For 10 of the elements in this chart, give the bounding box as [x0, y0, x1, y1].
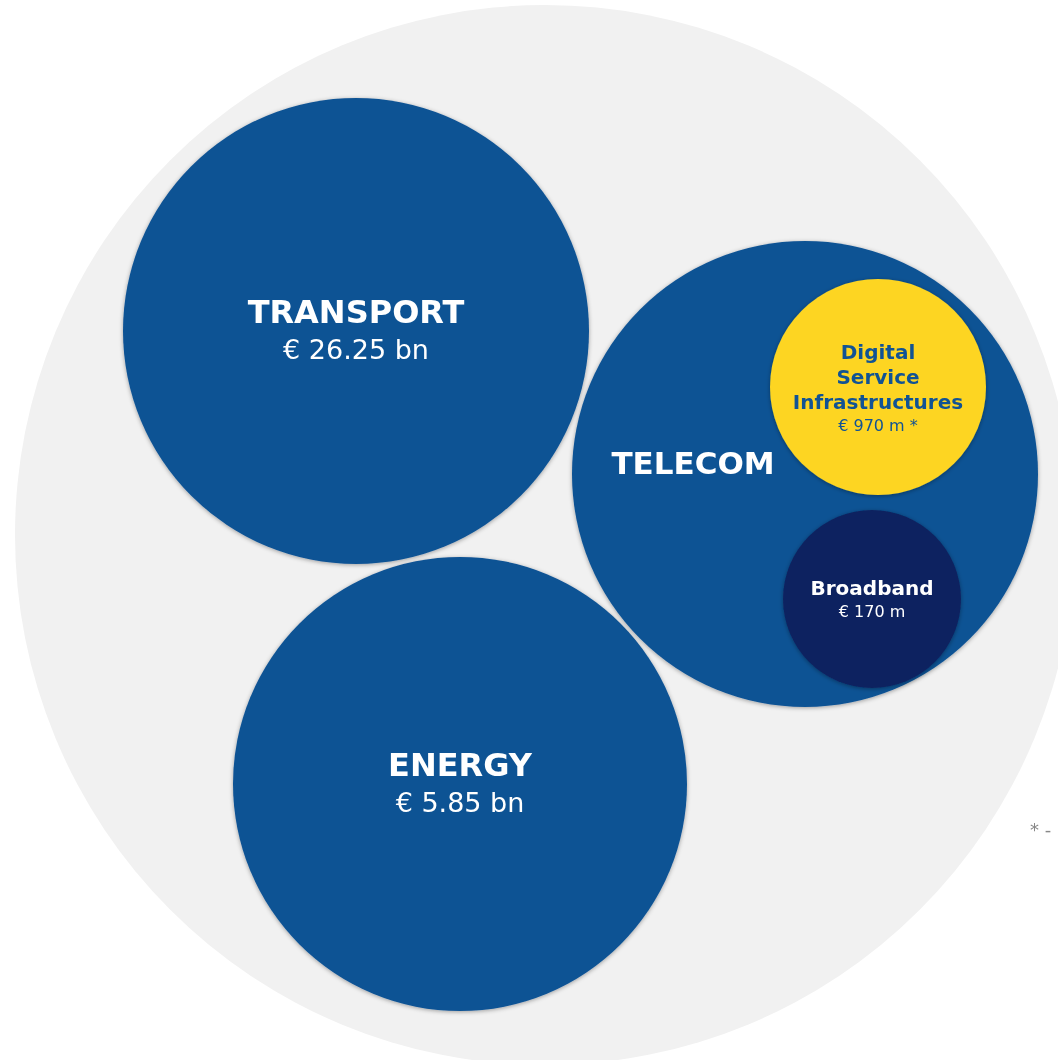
- category-label: Broadband: [810, 576, 934, 600]
- category-label: TELECOM: [611, 445, 775, 481]
- category-label: ENERGY: [388, 746, 533, 784]
- text: * -: [1030, 819, 1052, 840]
- data-label: € 170 m: [838, 601, 906, 621]
- category-label: Digital Service Infrastructures: [792, 340, 964, 414]
- data-label: € 26.25 bn: [283, 334, 429, 366]
- category-label: TRANSPORT: [247, 293, 465, 331]
- data-label: € 5.85 bn: [395, 787, 525, 819]
- data-label: € 970 m *: [838, 415, 918, 435]
